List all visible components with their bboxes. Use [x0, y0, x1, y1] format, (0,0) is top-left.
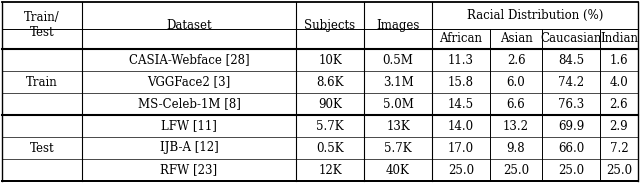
Text: 13K: 13K: [386, 119, 410, 132]
Text: 25.0: 25.0: [448, 163, 474, 176]
Text: 9.8: 9.8: [507, 141, 525, 154]
Text: MS-Celeb-1M [8]: MS-Celeb-1M [8]: [138, 98, 241, 111]
Text: African: African: [440, 33, 483, 46]
Text: Caucasian: Caucasian: [540, 33, 602, 46]
Text: 0.5M: 0.5M: [383, 53, 413, 66]
Text: 7.2: 7.2: [610, 141, 628, 154]
Text: 90K: 90K: [318, 98, 342, 111]
Text: IJB-A [12]: IJB-A [12]: [159, 141, 218, 154]
Text: Test: Test: [29, 141, 54, 154]
Text: Images: Images: [376, 19, 420, 32]
Text: 14.0: 14.0: [448, 119, 474, 132]
Text: 2.6: 2.6: [507, 53, 525, 66]
Text: Racial Distribution (%): Racial Distribution (%): [467, 9, 603, 22]
Text: 12K: 12K: [318, 163, 342, 176]
Text: LFW [11]: LFW [11]: [161, 119, 217, 132]
Text: 69.9: 69.9: [558, 119, 584, 132]
Text: CASIA-Webface [28]: CASIA-Webface [28]: [129, 53, 250, 66]
Text: 25.0: 25.0: [558, 163, 584, 176]
Text: 3.1M: 3.1M: [383, 76, 413, 89]
Text: 0.5K: 0.5K: [316, 141, 344, 154]
Text: 25.0: 25.0: [503, 163, 529, 176]
Text: 76.3: 76.3: [558, 98, 584, 111]
Text: 5.0M: 5.0M: [383, 98, 413, 111]
Text: 4.0: 4.0: [610, 76, 628, 89]
Text: 8.6K: 8.6K: [316, 76, 344, 89]
Text: 6.0: 6.0: [507, 76, 525, 89]
Text: 66.0: 66.0: [558, 141, 584, 154]
Text: 10K: 10K: [318, 53, 342, 66]
Text: 5.7K: 5.7K: [384, 141, 412, 154]
Text: Asian: Asian: [500, 33, 532, 46]
Text: Subjects: Subjects: [305, 19, 356, 32]
Text: 11.3: 11.3: [448, 53, 474, 66]
Text: Train: Train: [26, 76, 58, 89]
Text: 1.6: 1.6: [610, 53, 628, 66]
Text: 74.2: 74.2: [558, 76, 584, 89]
Text: RFW [23]: RFW [23]: [161, 163, 218, 176]
Text: 17.0: 17.0: [448, 141, 474, 154]
Text: 25.0: 25.0: [606, 163, 632, 176]
Text: VGGFace2 [3]: VGGFace2 [3]: [147, 76, 230, 89]
Text: 13.2: 13.2: [503, 119, 529, 132]
Text: 6.6: 6.6: [507, 98, 525, 111]
Text: 15.8: 15.8: [448, 76, 474, 89]
Text: Train/
Test: Train/ Test: [24, 12, 60, 40]
Text: 40K: 40K: [386, 163, 410, 176]
Text: Dataset: Dataset: [166, 19, 212, 32]
Text: 2.6: 2.6: [610, 98, 628, 111]
Text: 5.7K: 5.7K: [316, 119, 344, 132]
Text: Indian: Indian: [600, 33, 638, 46]
Text: 2.9: 2.9: [610, 119, 628, 132]
Text: 14.5: 14.5: [448, 98, 474, 111]
Text: 84.5: 84.5: [558, 53, 584, 66]
